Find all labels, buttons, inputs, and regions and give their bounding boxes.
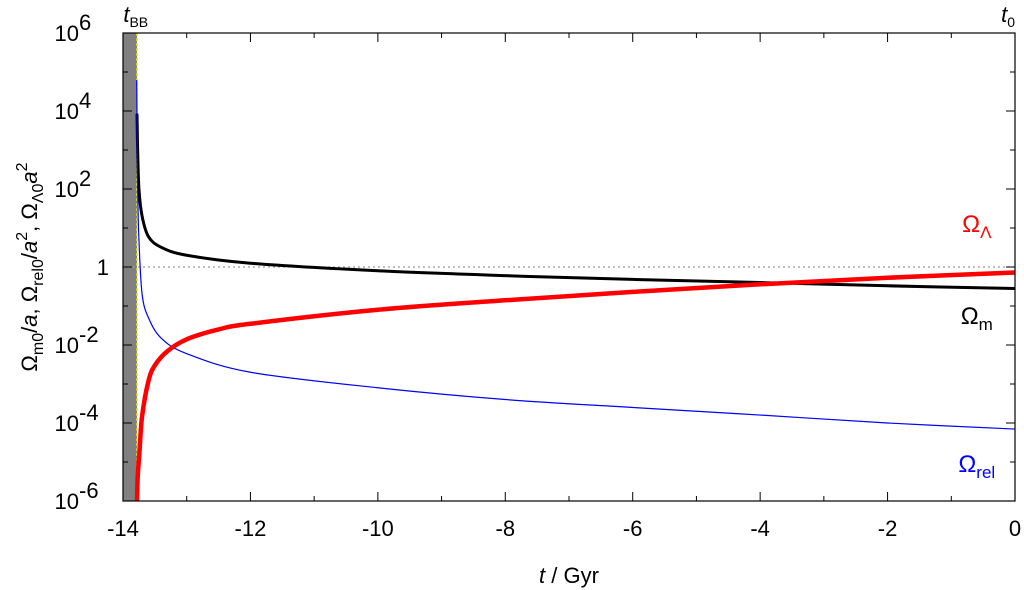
y-tick-label: 10 <box>55 21 79 46</box>
series-line-relativistic <box>136 80 1015 430</box>
curve-label-matter: Ωm <box>961 303 993 334</box>
x-tick-label: -6 <box>623 516 643 541</box>
plot-background <box>123 33 1015 501</box>
plot-labels: tBB t0 ΩΛ Ωm Ωrel <box>123 2 1015 482</box>
x-tick-label: -2 <box>878 516 898 541</box>
x-tick-label: -4 <box>750 516 770 541</box>
series-line-lambda <box>134 270 1015 501</box>
curve-label-relativistic: Ωrel <box>958 451 995 482</box>
y-tick-label: 10 <box>55 177 79 202</box>
y-tick-label: 10 <box>55 489 79 514</box>
x-tick-label: -10 <box>362 516 394 541</box>
top-label: t0 <box>1001 2 1015 30</box>
y-tick-label-exponent: -6 <box>79 478 99 503</box>
series-line-matter <box>135 113 1015 291</box>
x-axis-title: t / Gyr <box>539 563 599 588</box>
x-tick-label: -14 <box>107 516 139 541</box>
y-tick-label: 10 <box>55 333 79 358</box>
curve-label-lambda: ΩΛ <box>962 211 992 242</box>
y-tick-label-exponent: 4 <box>79 88 91 113</box>
y-tick-label: 1 <box>97 255 109 280</box>
y-tick-label: 10 <box>55 99 79 124</box>
y-tick-label-exponent: 6 <box>79 10 91 35</box>
y-tick-label-exponent: 2 <box>79 166 91 191</box>
x-tick-label: 0 <box>1009 516 1021 541</box>
x-tick-label: -8 <box>496 516 516 541</box>
plot-data <box>134 80 1015 501</box>
top-label: tBB <box>123 2 148 30</box>
x-tick-label: -12 <box>235 516 267 541</box>
y-tick-label: 10 <box>55 411 79 436</box>
y-tick-label-exponent: -2 <box>79 322 99 347</box>
y-axis-title: Ωm0/a, Ωrel0/a2, ΩΛ0a2 <box>14 162 47 371</box>
y-tick-label-exponent: -4 <box>79 400 99 425</box>
